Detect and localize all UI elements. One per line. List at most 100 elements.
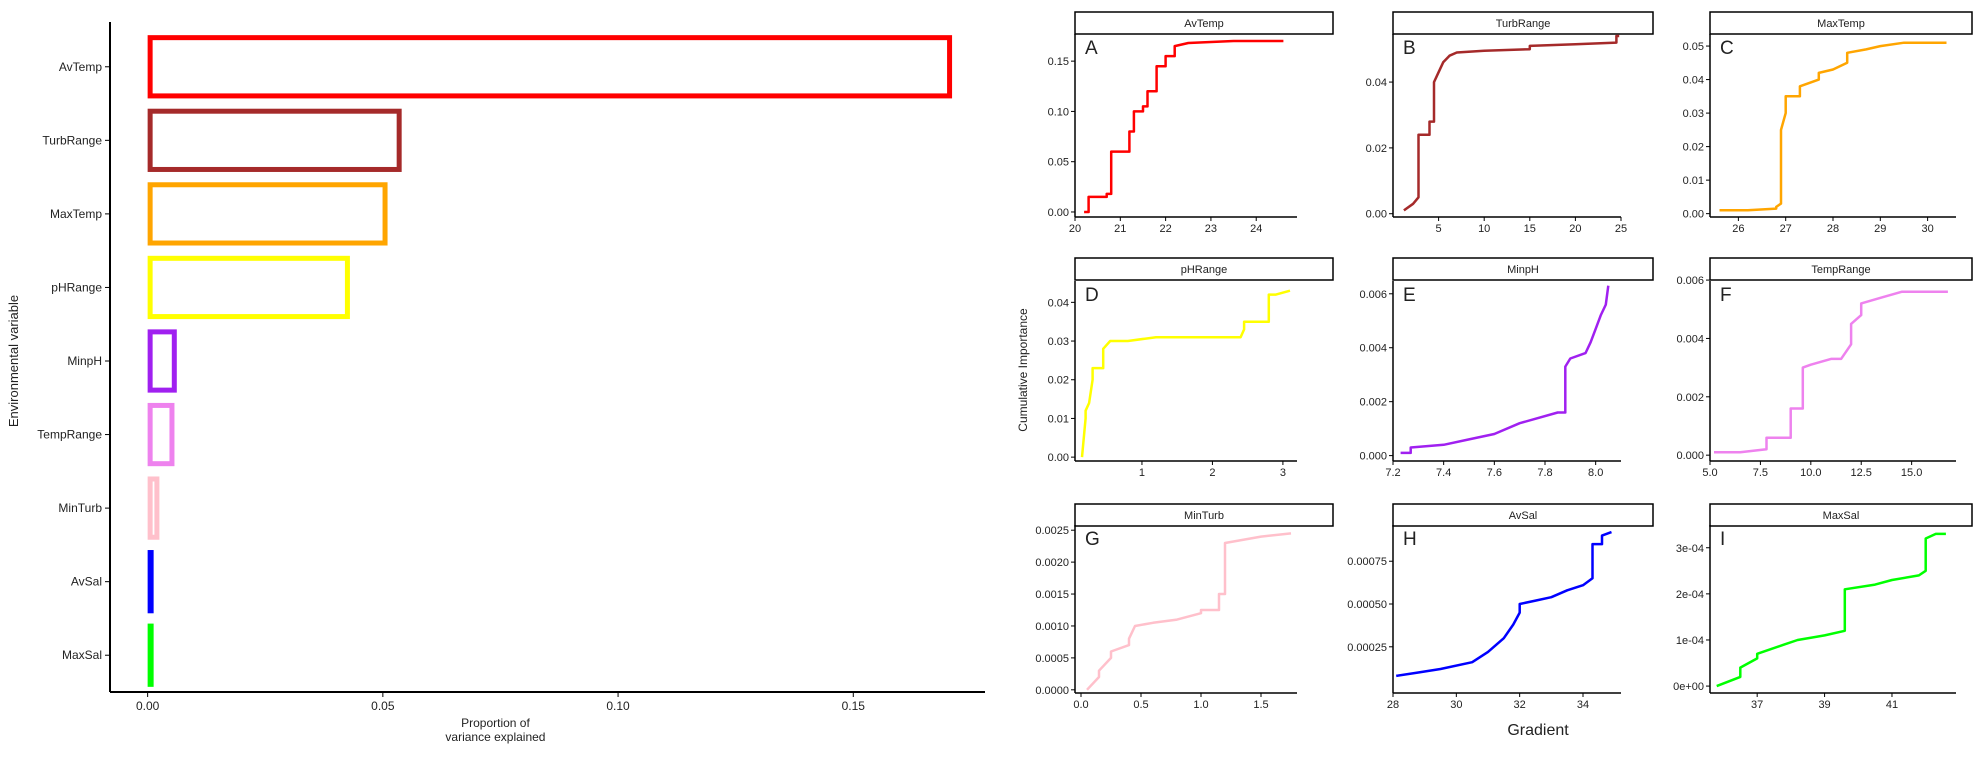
panel-y-tick-label: 0.05 [1048,157,1069,169]
panel-y-tick-label: 0.002 [1359,397,1387,409]
panel-y-tick-label: 0.0005 [1035,653,1069,665]
panel-x-tick-label: 8.0 [1588,467,1603,479]
bar-MinpH [147,329,177,393]
panel-letter-G: G [1085,529,1100,550]
bar-y-axis-title: Environmental variable [6,295,21,427]
panel-letter-I: I [1720,529,1725,550]
panel-strip-MinpH [1392,257,1654,281]
panel-strip-pHRange [1074,257,1334,281]
panel-y-tick-label: 0.0020 [1035,557,1069,569]
panel-x-tick-label: 15 [1524,223,1536,235]
bar-MaxTemp [147,182,388,246]
panel-y-tick-label: 2e-04 [1676,589,1704,601]
panel-x-tick-label: 7.5 [1753,467,1768,479]
panel-x-tick-label: 37 [1751,699,1763,711]
panel-x-tick-label: 34 [1577,699,1589,711]
panel-y-tick-label: 0.0025 [1035,525,1069,537]
y-tick-label-TurbRange: TurbRange [42,133,102,147]
panel-x-tick-label: 23 [1205,223,1217,235]
panel-y-tick-label: 0.0000 [1035,685,1069,697]
panel-x-tick-label: 32 [1514,699,1526,711]
panel-letter-E: E [1403,285,1416,306]
panel-MinpH: MinpH 7.2 7.4 7.6 7.8 8.0 0.000 0.002 0.004 0.006… [1359,257,1654,479]
panel-y-tick-label: 0.00025 [1347,642,1387,654]
panel-x-tick-label: 7.8 [1537,467,1552,479]
panel-y-tick-label: 0.04 [1683,75,1704,87]
panel-x-tick-label: 5 [1436,223,1442,235]
panel-x-tick-label: 29 [1874,223,1886,235]
panel-x-tick-label: 3 [1280,467,1286,479]
panel-x-tick-label: 41 [1886,699,1898,711]
panel-x-tick-label: 27 [1780,223,1792,235]
panel-letter-D: D [1085,285,1099,306]
panel-strip-label-MaxTemp: MaxTemp [1817,18,1865,30]
panel-y-tick-label: 0.02 [1366,143,1387,155]
panel-x-tick-label: 1.0 [1193,699,1208,711]
panel-x-tick-label: 20 [1069,223,1081,235]
panel-letter-A: A [1085,38,1098,59]
panel-strip-AvTemp [1074,11,1334,35]
bar-AvTemp [147,35,953,99]
panel-y-tick-label: 0.004 [1676,333,1704,345]
panel-strip-label-pHRange: pHRange [1181,264,1227,276]
panel-y-tick-label: 0.000 [1676,450,1704,462]
panel-strip-TurbRange [1392,11,1654,35]
panel-MaxTemp: MaxTemp 26 27 28 29 30 0.00 0.01 0.02 0.03 0.04 0.0… [1683,11,1973,235]
panel-x-tick-label: 2 [1209,467,1215,479]
panel-x-tick-label: 7.2 [1385,467,1400,479]
panel-letter-F: F [1720,285,1732,306]
panel-strip-MaxTemp [1709,11,1973,35]
panel-x-tick-label: 30 [1450,699,1462,711]
panel-y-tick-label: 0.05 [1683,41,1704,53]
panel-strip-label-MinpH: MinpH [1507,264,1539,276]
y-tick-label-AvTemp: AvTemp [59,60,102,74]
bar-x-axis-title-line: Proportion of [461,716,530,730]
panel-x-tick-label: 28 [1827,223,1839,235]
panel-y-tick-label: 0.03 [1048,336,1069,348]
panel-strip-label-TurbRange: TurbRange [1496,18,1551,30]
panel-y-tick-label: 0.00 [1048,207,1069,219]
panel-x-tick-label: 12.5 [1851,467,1872,479]
y-tick-label-MinpH: MinpH [67,354,102,368]
panel-x-tick-label: 10.0 [1800,467,1821,479]
y-tick-label-MaxSal: MaxSal [62,648,102,662]
panel-strip-TempRange [1709,257,1973,281]
curve-MinTurb [1086,532,1292,691]
panel-y-tick-label: 0.00 [1366,209,1387,221]
panel-y-tick-label: 0.03 [1683,108,1704,120]
bar-chart: AvTemp TurbRange MaxTemp pHRange MinpH TempRa… [6,22,985,744]
curve-TurbRange [1403,34,1620,212]
panel-y-tick-label: 0.0015 [1035,589,1069,601]
y-tick-label-MaxTemp: MaxTemp [50,207,102,221]
panel-strip-label-AvTemp: AvTemp [1184,18,1224,30]
panel-y-tick-label: 0.00050 [1347,599,1387,611]
panel-strip-label-TempRange: TempRange [1811,264,1870,276]
panel-y-tick-label: 0.002 [1676,392,1704,404]
panel-y-tick-label: 0.0010 [1035,621,1069,633]
panel-x-tick-label: 7.6 [1487,467,1502,479]
panel-letter-H: H [1403,529,1417,550]
curve-MaxTemp [1719,41,1947,212]
panel-y-tick-label: 0.00 [1683,209,1704,221]
panel-y-tick-label: 0.02 [1048,375,1069,387]
panel-y-tick-label: 0.006 [1359,289,1387,301]
panel-y-tick-label: 0.00075 [1347,556,1387,568]
panel-MinTurb: MinTurb 0.0 0.5 1.0 1.5 0.0000 0.0005 0.0010 0.0… [1035,503,1334,711]
panel-AvTemp: AvTemp 20 21 22 23 24 0.00 0.05 0.10 0.15 A [1048,11,1334,235]
panel-x-tick-label: 10 [1478,223,1490,235]
panel-y-tick-label: 0.006 [1676,275,1704,287]
panel-x-tick-label: 28 [1387,699,1399,711]
bar-MinTurb [147,476,160,540]
panel-pHRange: pHRange 1 2 3 0.00 0.01 0.02 0.03 0.04 D [1048,257,1334,479]
panel-y-tick-label: 0.04 [1048,297,1069,309]
panel-x-tick-label: 30 [1921,223,1933,235]
bar-MaxSal [147,623,154,687]
curve-MaxSal [1716,532,1946,688]
facet-y-axis-title: Cumulative Importance [1016,308,1030,432]
panel-TurbRange: TurbRange 5 10 15 20 25 0.00 0.02 0.04 B [1366,11,1654,235]
panel-x-tick-label: 24 [1250,223,1262,235]
x-tick-label-0.05: 0.05 [371,699,395,713]
panel-y-tick-label: 0e+00 [1673,681,1704,693]
